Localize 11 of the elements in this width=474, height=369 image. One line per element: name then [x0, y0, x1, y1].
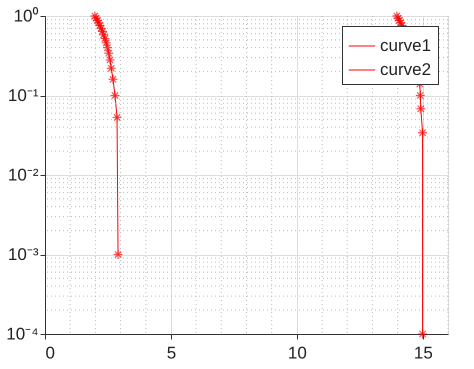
x-tick-label: 0 — [46, 344, 55, 362]
y-tick-label: 10⁻¹ — [8, 86, 39, 105]
legend-label: curve2 — [380, 60, 432, 79]
y-tick-label: 10⁻⁴ — [6, 324, 38, 344]
legend-label: curve1 — [380, 36, 432, 55]
y-tick-label: 10⁰ — [14, 6, 38, 26]
x-tick-label: 5 — [166, 344, 176, 362]
y-tick-label: 10⁻² — [8, 166, 39, 184]
x-tick-label: 15 — [414, 344, 433, 362]
x-tick-label: 10 — [288, 344, 307, 362]
y-tick-label: 10⁻³ — [8, 245, 39, 264]
